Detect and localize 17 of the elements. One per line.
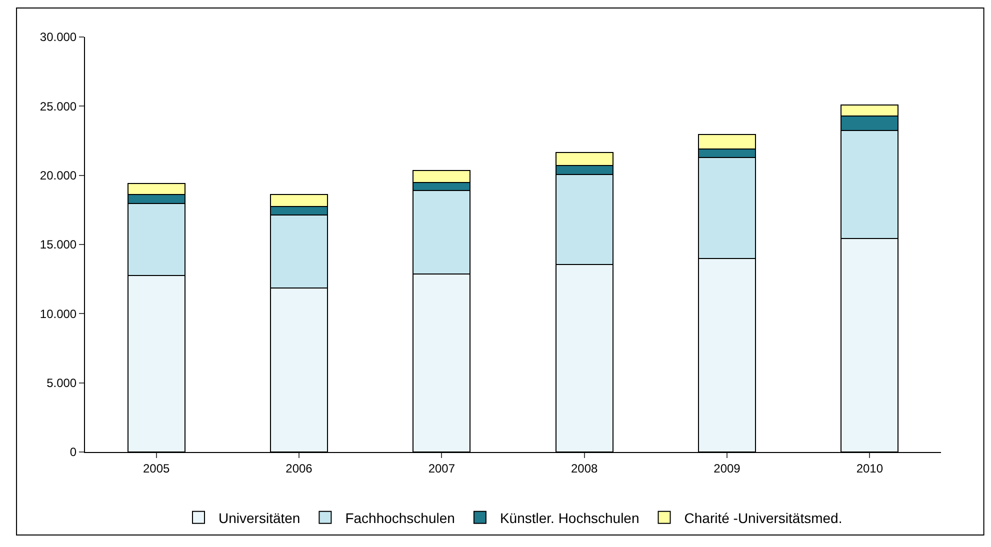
x-tick-label: 2006: [286, 461, 313, 476]
legend-label: Charité -Universitätsmed.: [684, 510, 842, 526]
legend-label: Fachhochschulen: [345, 510, 455, 526]
y-tick-label: 0: [70, 445, 77, 460]
x-tick-label: 2005: [142, 461, 170, 476]
x-tick-label: 2007: [428, 461, 456, 476]
x-tick-label: 2010: [856, 461, 884, 476]
x-tick-label: 2009: [714, 461, 741, 476]
legend-label: Künstler. Hochschulen: [500, 510, 640, 526]
x-tick-label: 2008: [570, 461, 598, 476]
y-tick-label: 30.000: [40, 30, 77, 44]
legend-label: Universitäten: [218, 510, 300, 526]
y-tick-label: 25.000: [40, 99, 77, 114]
y-tick-label: 20.000: [40, 168, 77, 183]
y-tick-label: 5.000: [46, 376, 77, 390]
y-tick-label: 15.000: [40, 238, 77, 252]
y-tick-label: 10.000: [40, 306, 77, 321]
